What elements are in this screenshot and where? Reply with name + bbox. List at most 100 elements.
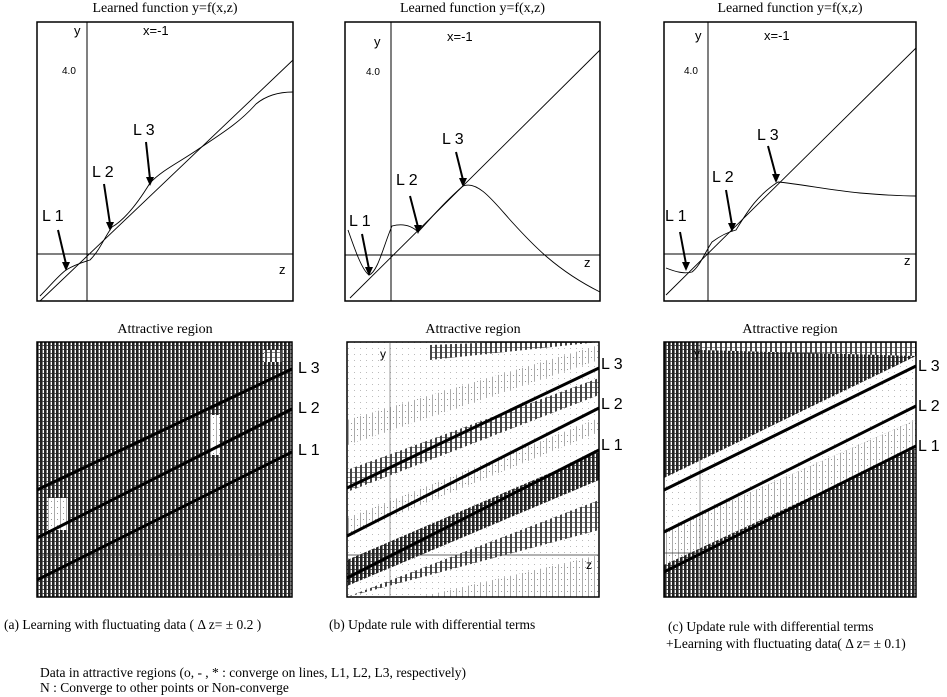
y-axis-label: y <box>694 346 700 360</box>
attractor-line-l1 <box>36 450 293 582</box>
x-condition-label: x=-1 <box>764 28 790 43</box>
arrow-shaft <box>455 151 464 181</box>
arrow-shaft <box>767 145 777 177</box>
arrow-shaft <box>409 195 419 228</box>
attractor-line-l1 <box>346 448 600 580</box>
attractor-line-l3 <box>663 364 917 492</box>
attractor-line-l2 <box>346 406 600 538</box>
line-label-l1: L 1 <box>349 213 371 230</box>
region-map-title-c: Attractive region <box>742 322 838 337</box>
x-condition-label: x=-1 <box>447 29 473 44</box>
legend-line-1: Data in attractive regions (o, - , * : c… <box>40 665 466 680</box>
line-label-l2: L 2 <box>396 172 418 189</box>
function-plot-title-b: Learned function y=f(x,z) <box>399 1 546 16</box>
line-label-l1: L 1 <box>918 438 940 455</box>
arrow-head <box>146 177 154 186</box>
y-axis-label: y <box>374 34 381 49</box>
function-plot-title-a: Learned function y=f(x,z) <box>92 1 238 16</box>
arrow-head <box>62 262 70 271</box>
function-plot-a <box>36 21 294 302</box>
y-tick-label: 4.0 <box>62 66 76 77</box>
attractor-line-l1 <box>663 444 917 574</box>
line-label-l1: L 1 <box>298 442 320 459</box>
region-band <box>664 356 916 530</box>
region-fill-mid <box>264 350 282 362</box>
line-label-l1: L 1 <box>601 437 623 454</box>
line-label-l2: L 2 <box>601 396 623 413</box>
y-tick-label: 4.0 <box>366 67 380 78</box>
caption-a: (a) Learning with fluctuating data ( Δ z… <box>4 617 262 632</box>
z-axis-label: z <box>904 253 911 268</box>
arrow-head <box>728 223 736 232</box>
arrow-shaft <box>679 231 687 265</box>
arrow-shaft <box>145 141 151 180</box>
region-band <box>664 420 916 565</box>
arrow-head <box>772 174 780 183</box>
plot-frame <box>36 341 293 598</box>
plot-frame <box>346 341 600 598</box>
region-band <box>347 500 599 597</box>
attractor-line-l3 <box>346 366 600 490</box>
arrow-shaft <box>103 183 111 225</box>
region-map-a <box>37 342 292 597</box>
arrow-shaft <box>361 233 370 270</box>
z-axis-label: z <box>584 255 591 270</box>
region-fill-light <box>210 415 220 455</box>
arrow-head <box>106 222 114 231</box>
arrow-shaft <box>57 229 67 265</box>
learned-curve <box>39 91 294 297</box>
line-label-l3: L 3 <box>757 127 779 144</box>
function-plot-b <box>344 21 601 302</box>
plot-frame <box>344 21 601 302</box>
line-label-l2: L 2 <box>712 169 734 186</box>
region-band <box>420 555 599 597</box>
plot-frame <box>663 341 917 598</box>
line-label-l3: L 3 <box>133 122 155 139</box>
line-label-l1: L 1 <box>665 208 687 225</box>
function-plot-c <box>663 21 917 302</box>
line-label-l3: L 3 <box>918 358 940 375</box>
arrow-shaft <box>725 189 733 226</box>
line-label-l3: L 3 <box>442 131 464 148</box>
learned-curve <box>665 181 917 274</box>
line-label-l2: L 2 <box>92 164 114 181</box>
arrow-head <box>365 267 373 276</box>
caption-b: (b) Update rule with differential terms <box>329 617 536 632</box>
y-axis-label: y <box>74 23 81 38</box>
attractor-line-l2 <box>663 404 917 534</box>
plot-frame <box>36 21 294 302</box>
line-label-l2: L 2 <box>918 398 940 415</box>
region-band <box>700 342 916 356</box>
region-map-title-b: Attractive region <box>425 322 521 337</box>
z-axis-label: z <box>586 558 592 572</box>
caption-c-line1: (c) Update rule with differential terms <box>668 619 874 634</box>
region-band <box>347 418 599 535</box>
legend-line-2: N : Converge to other points or Non-conv… <box>40 680 289 695</box>
attractor-line-l3 <box>36 367 293 492</box>
y-axis-label: y <box>695 28 702 43</box>
y-tick-label: 4.0 <box>684 66 698 77</box>
caption-c-line2: +Learning with fluctuating data( Δ z= ± … <box>666 636 906 651</box>
line-label-l3: L 3 <box>601 356 623 373</box>
region-band <box>347 345 599 445</box>
region-map-b <box>347 342 599 597</box>
arrow-head <box>414 225 422 234</box>
region-map-b-lines <box>346 341 600 598</box>
identity-line <box>349 49 601 299</box>
attractor-line-l2 <box>36 407 293 540</box>
z-axis-label: z <box>279 262 286 277</box>
region-fill-dense <box>37 342 292 597</box>
region-band <box>347 452 599 586</box>
region-map-a-lines <box>36 341 293 598</box>
arrow-head <box>459 178 467 187</box>
line-label-l2: L 2 <box>298 400 320 417</box>
arrow-head <box>682 262 690 271</box>
y-axis-label: y <box>380 347 386 361</box>
line-label-l3: L 3 <box>298 360 320 377</box>
region-map-title-a: Attractive region <box>117 322 213 337</box>
identity-line <box>665 47 917 296</box>
region-map-c-lines <box>663 341 917 598</box>
line-label-l1: L 1 <box>42 208 64 225</box>
identity-line <box>39 59 294 302</box>
